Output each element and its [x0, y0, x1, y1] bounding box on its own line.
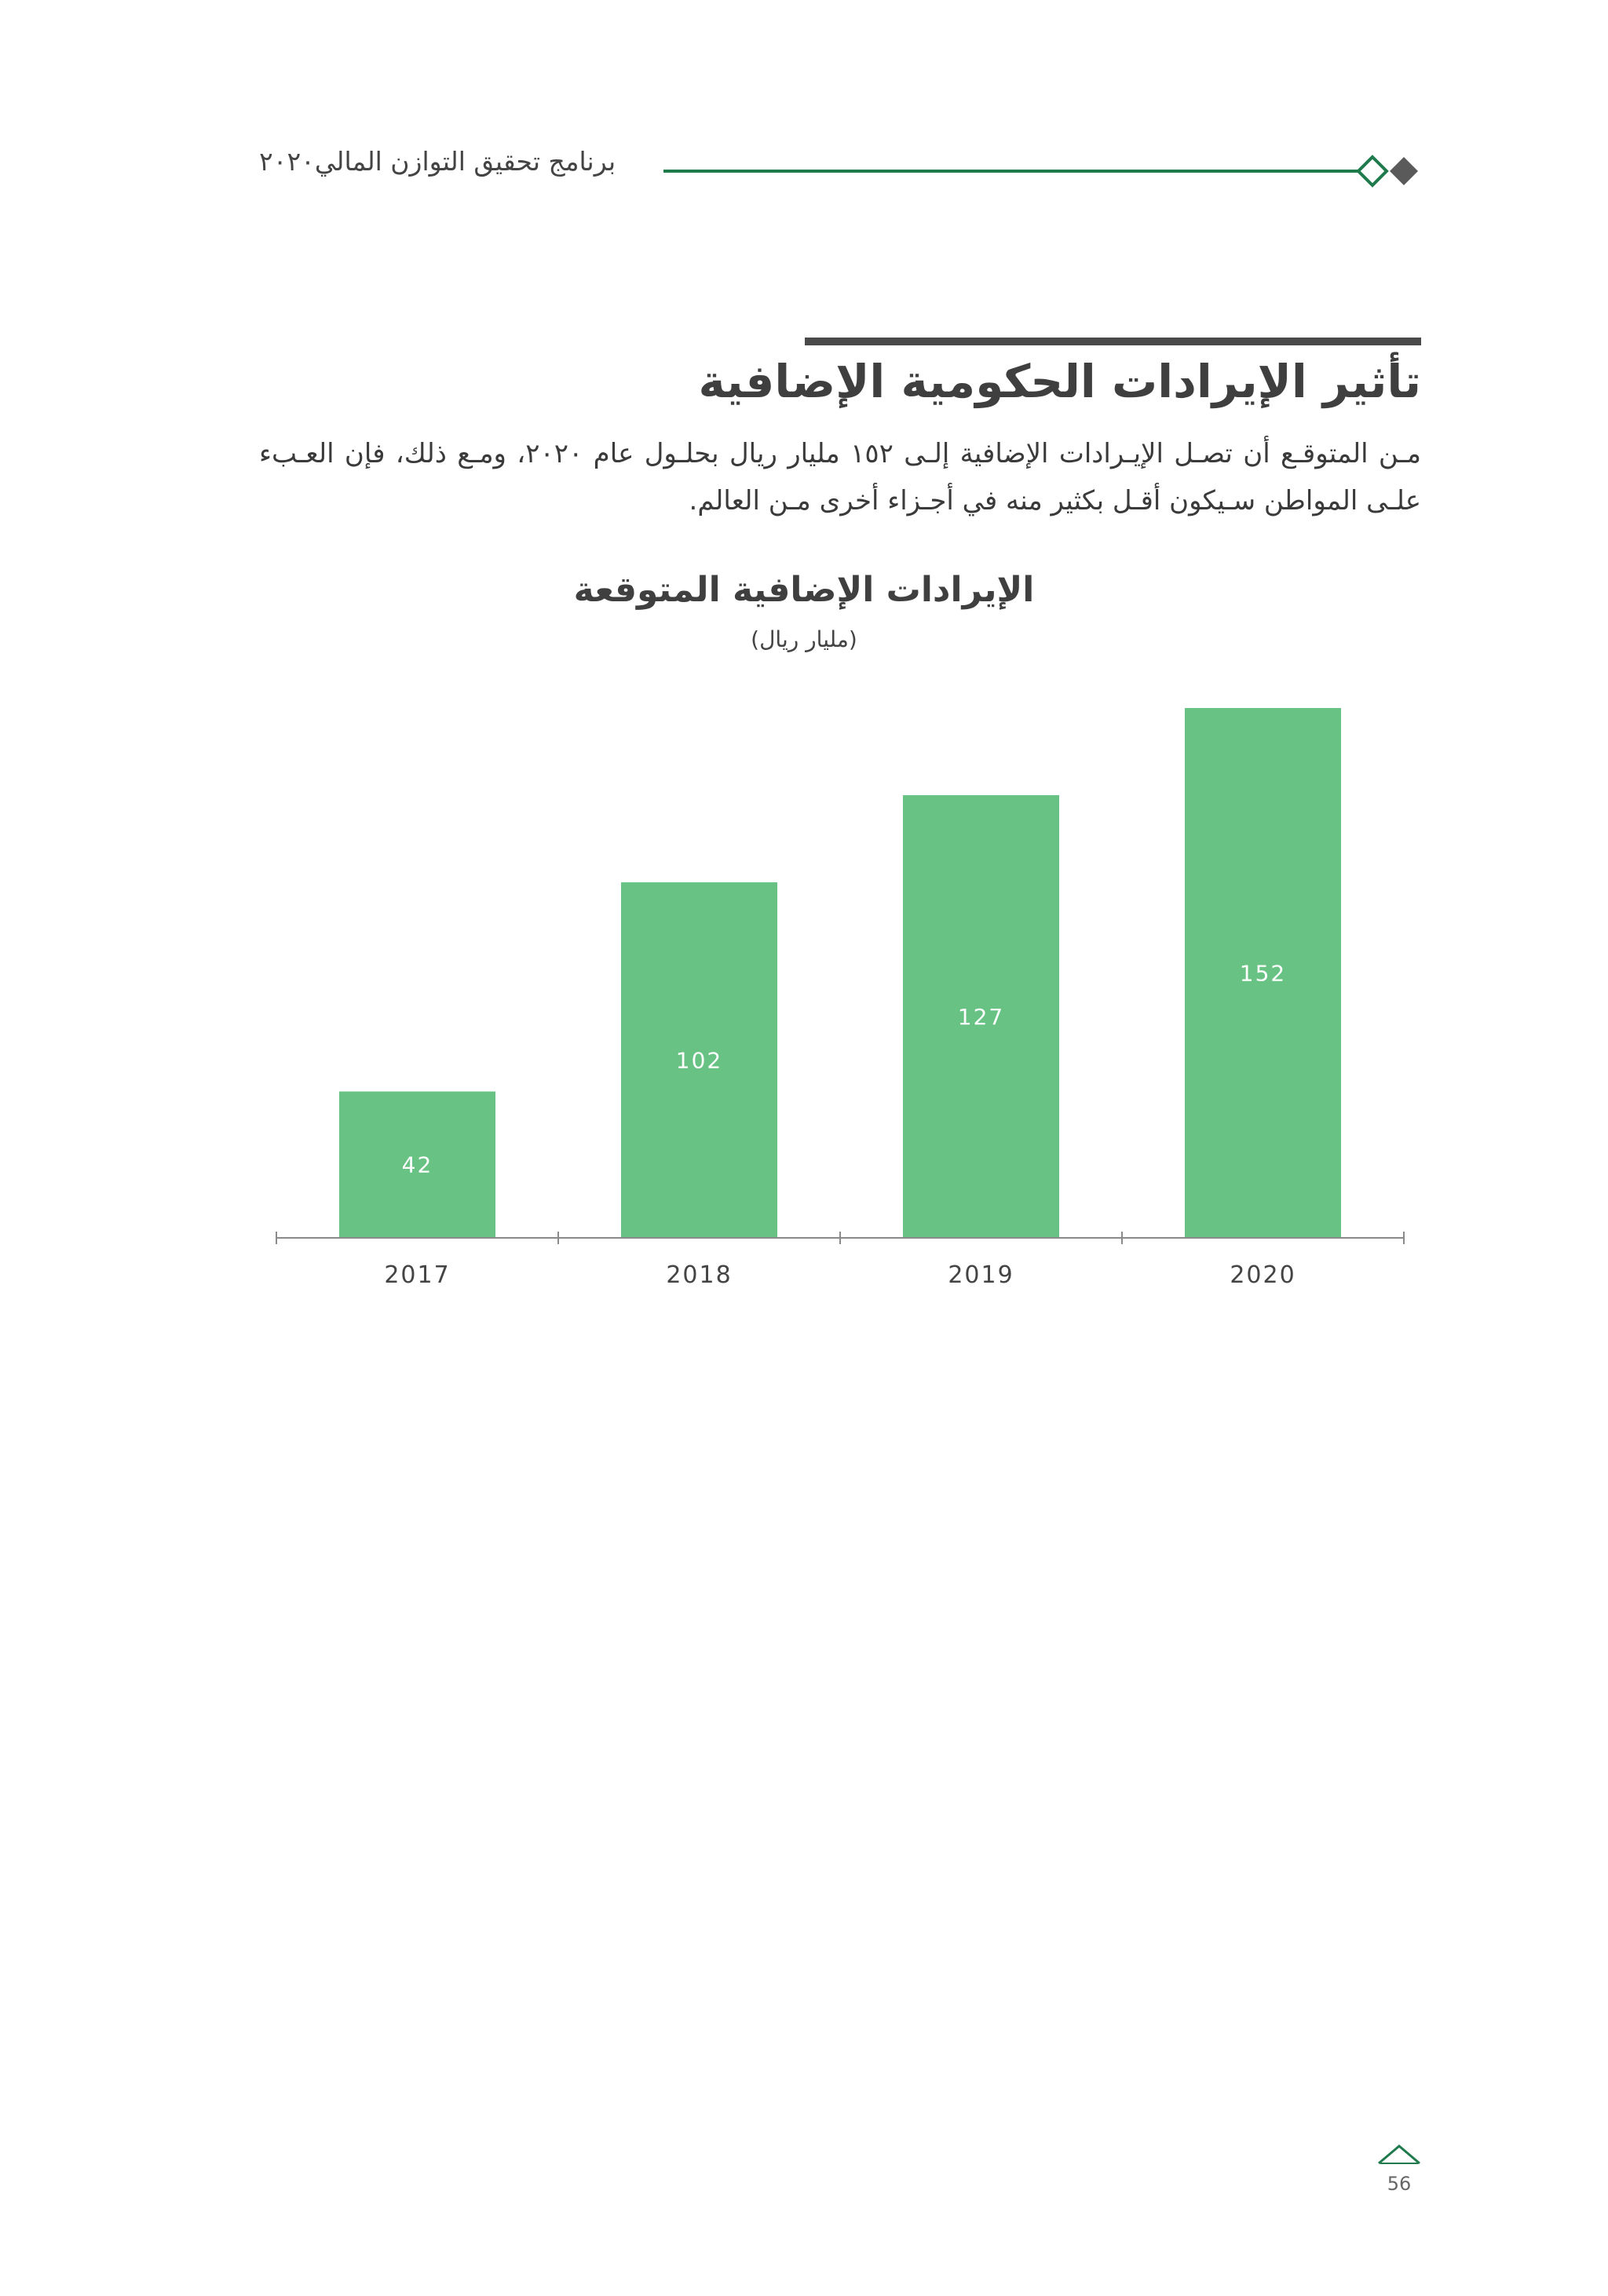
- bar-value-label: 102: [676, 1048, 722, 1074]
- bar-2019: [903, 795, 1059, 1238]
- bar-2018: [621, 882, 777, 1238]
- chart-bars: 42 102 127 152: [339, 708, 1341, 1238]
- page-chevron-icon: [1378, 2145, 1420, 2165]
- header-rule: [663, 170, 1358, 173]
- section-title: تأثير الإيرادات الحكومية الإضافية: [698, 355, 1421, 408]
- bar-value-label: 152: [1240, 961, 1286, 987]
- x-tick-label: 2017: [384, 1261, 450, 1289]
- diamonds-icon: [1357, 155, 1418, 188]
- x-tick-label: 2018: [666, 1261, 732, 1289]
- x-axis-ticks: 2017 2018 2019 2020: [384, 1261, 1296, 1289]
- bar-value-label: 42: [402, 1152, 433, 1178]
- x-tick-label: 2019: [948, 1261, 1014, 1289]
- bar-chart: 42 102 127 152 2017 2018 2019 2020: [276, 708, 1405, 1289]
- intro-paragraph: مـن المتوقـع أن تصـل الإيـرادات الإضافية…: [259, 438, 1421, 517]
- bar-value-label: 127: [958, 1004, 1004, 1030]
- header-title: برنامج تحقيق التوازن المالي٢٠٢٠: [259, 146, 616, 177]
- bar-2017: [339, 1091, 495, 1238]
- page-number: 56: [1387, 2173, 1412, 2195]
- bar-2020: [1185, 708, 1341, 1238]
- chart-subtitle: (مليار ريال): [751, 626, 857, 652]
- title-rule: [805, 338, 1421, 345]
- chart-title: الإيرادات الإضافية المتوقعة: [573, 570, 1035, 610]
- x-tick-label: 2020: [1230, 1261, 1296, 1289]
- x-axis: [276, 1232, 1405, 1244]
- page-header: برنامج تحقيق التوازن المالي٢٠٢٠: [259, 141, 1421, 196]
